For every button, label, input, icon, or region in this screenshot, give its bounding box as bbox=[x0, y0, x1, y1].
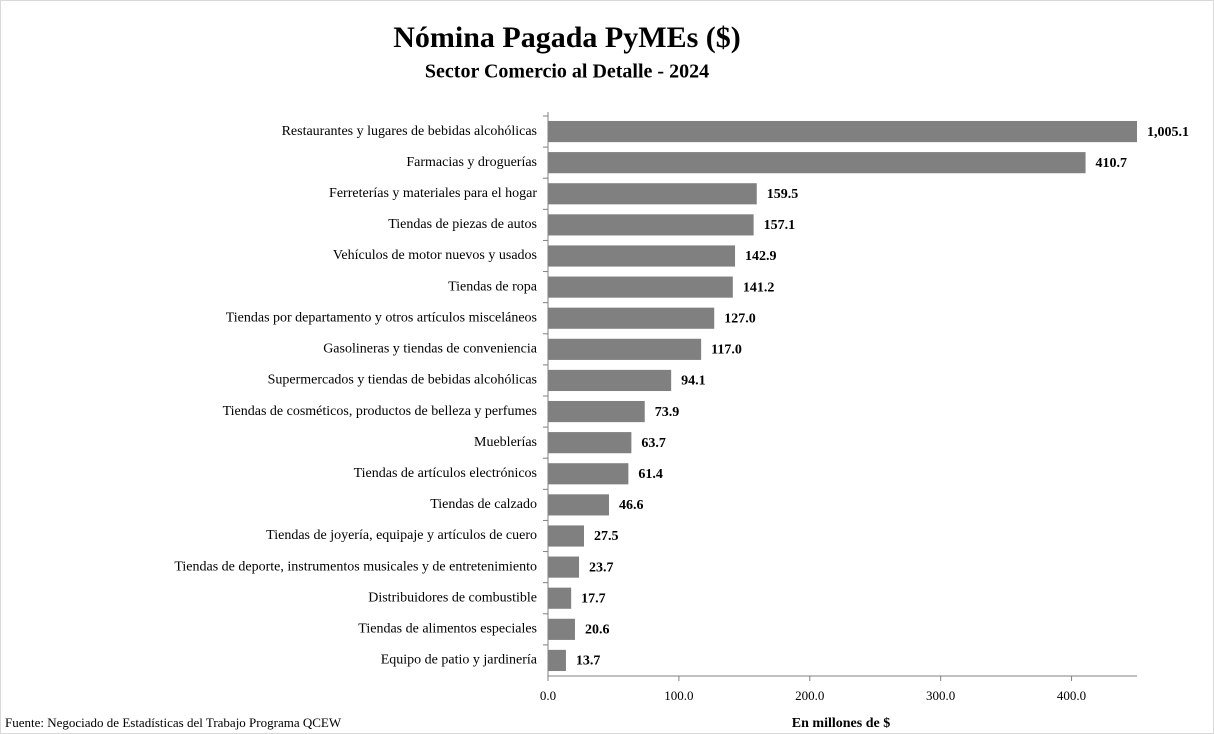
x-tick-label: 300.0 bbox=[926, 688, 955, 703]
x-tick-label: 0.0 bbox=[540, 688, 556, 703]
y-tick-label: Tiendas de artículos electrónicos bbox=[354, 466, 537, 481]
value-label: 410.7 bbox=[1096, 156, 1128, 171]
y-tick-label: Gasolineras y tiendas de conveniencia bbox=[323, 342, 538, 357]
chart-title: Nómina Pagada PyMEs ($) bbox=[393, 21, 741, 54]
bar bbox=[548, 400, 645, 423]
bar bbox=[548, 214, 754, 236]
y-tick-label: Tiendas de ropa bbox=[448, 279, 538, 294]
y-tick-label: Tiendas por departamento y otros artícul… bbox=[226, 310, 537, 325]
value-label: 1,005.1 bbox=[1147, 125, 1189, 140]
y-tick-label: Distribuidores de combustible bbox=[368, 590, 537, 605]
y-tick-label: Mueblerías bbox=[474, 435, 537, 450]
x-tick-label: 400.0 bbox=[1057, 688, 1086, 703]
bar bbox=[548, 245, 736, 267]
value-label: 46.6 bbox=[619, 498, 644, 513]
y-tick-label: Supermercados y tiendas de bebidas alcoh… bbox=[268, 373, 537, 388]
value-label: 117.0 bbox=[711, 343, 742, 358]
bar bbox=[548, 649, 566, 672]
value-label: 157.1 bbox=[764, 218, 796, 233]
y-tick-label: Ferreterías y materiales para el hogar bbox=[329, 186, 537, 201]
value-label: 159.5 bbox=[767, 187, 799, 202]
y-tick-label: Equipo de patio y jardinería bbox=[381, 653, 538, 668]
value-label: 23.7 bbox=[589, 560, 614, 575]
y-tick-label: Tiendas de alimentos especiales bbox=[358, 622, 537, 637]
bar bbox=[548, 618, 575, 640]
value-label: 142.9 bbox=[745, 249, 777, 264]
bar bbox=[548, 525, 584, 547]
y-tick-label: Restaurantes y lugares de bebidas alcohó… bbox=[282, 124, 537, 139]
bar bbox=[548, 152, 1086, 174]
y-tick-label: Tiendas de cosméticos, productos de bell… bbox=[223, 404, 537, 419]
source-note: Fuente: Negociado de Estadísticas del Tr… bbox=[5, 715, 342, 730]
value-label: 141.2 bbox=[743, 280, 775, 295]
value-label: 63.7 bbox=[641, 436, 666, 451]
y-tick-label: Tiendas de deporte, instrumentos musical… bbox=[174, 559, 537, 574]
x-tick-label: 100.0 bbox=[664, 688, 693, 703]
y-tick-label: Farmacias y droguerías bbox=[406, 155, 537, 170]
bar bbox=[548, 338, 702, 360]
x-axis-title: En millones de $ bbox=[792, 716, 890, 731]
bar bbox=[548, 276, 733, 298]
value-label: 17.7 bbox=[581, 591, 606, 606]
bar bbox=[548, 587, 572, 609]
bar bbox=[548, 494, 609, 516]
value-label: 27.5 bbox=[594, 529, 619, 544]
bar bbox=[548, 307, 715, 329]
y-tick-label: Vehículos de motor nuevos y usados bbox=[333, 248, 537, 263]
bars bbox=[548, 120, 1137, 672]
bar bbox=[548, 556, 580, 578]
bar bbox=[548, 369, 672, 392]
y-tick-label: Tiendas de piezas de autos bbox=[388, 217, 537, 232]
y-tick-label: Tiendas de joyería, equipaje y artículos… bbox=[266, 528, 537, 543]
value-label: 127.0 bbox=[724, 311, 756, 326]
value-label: 73.9 bbox=[655, 405, 680, 420]
bar bbox=[548, 183, 757, 205]
value-label: 20.6 bbox=[585, 623, 610, 638]
value-label: 61.4 bbox=[638, 467, 663, 482]
bar bbox=[548, 432, 632, 454]
bar bbox=[548, 463, 629, 485]
y-tick-label: Tiendas de calzado bbox=[430, 497, 537, 512]
x-tick-label: 200.0 bbox=[795, 688, 824, 703]
value-label: 94.1 bbox=[681, 374, 706, 389]
chart-subtitle: Sector Comercio al Detalle - 2024 bbox=[425, 61, 709, 83]
bar bbox=[548, 120, 1137, 143]
value-label: 13.7 bbox=[576, 654, 601, 669]
